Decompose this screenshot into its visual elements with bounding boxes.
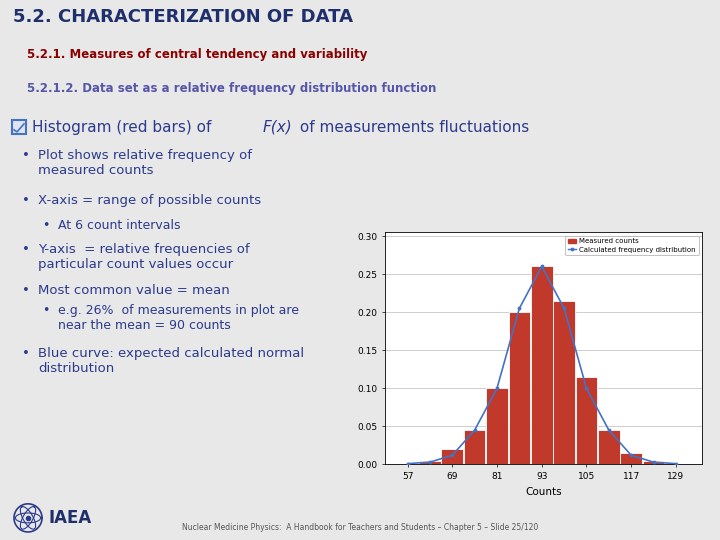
Bar [12, 120, 26, 134]
X-axis label: Counts: Counts [526, 487, 562, 497]
Text: At 6 count intervals: At 6 count intervals [58, 219, 181, 232]
Text: e.g. 26%  of measurements in plot are
near the mean = 90 counts: e.g. 26% of measurements in plot are nea… [58, 304, 299, 332]
Bar [464, 430, 485, 464]
Text: Blue curve: expected calculated normal
distribution: Blue curve: expected calculated normal d… [38, 347, 304, 375]
Text: Histogram (red bars) of: Histogram (red bars) of [32, 120, 216, 135]
Bar [486, 388, 508, 464]
Legend: Measured counts, Calculated frequency distribution: Measured counts, Calculated frequency di… [565, 235, 698, 255]
Bar [643, 461, 665, 464]
Bar [531, 266, 552, 464]
Text: Most common value = mean: Most common value = mean [38, 284, 230, 297]
Text: X-axis = range of possible counts: X-axis = range of possible counts [38, 194, 261, 207]
Text: •: • [22, 284, 30, 297]
Text: •: • [42, 219, 50, 232]
Text: 5.2. CHARACTERIZATION OF DATA: 5.2. CHARACTERIZATION OF DATA [13, 8, 353, 26]
Text: Plot shows relative frequency of
measured counts: Plot shows relative frequency of measure… [38, 149, 252, 177]
Text: •: • [42, 304, 50, 317]
Text: Nuclear Medicine Physics:  A Handbook for Teachers and Students – Chapter 5 – Sl: Nuclear Medicine Physics: A Handbook for… [182, 523, 538, 532]
Text: •: • [22, 347, 30, 360]
Bar [508, 312, 530, 464]
Bar [598, 430, 620, 464]
Text: •: • [22, 194, 30, 207]
Text: •: • [22, 243, 30, 256]
Text: F(x): F(x) [263, 120, 293, 135]
Text: IAEA: IAEA [48, 509, 91, 527]
Bar [621, 453, 642, 464]
Text: Y-axis  = relative frequencies of
particular count values occur: Y-axis = relative frequencies of particu… [38, 243, 250, 271]
Text: •: • [22, 149, 30, 162]
Bar [419, 461, 441, 464]
Text: of measurements fluctuations: of measurements fluctuations [295, 120, 529, 135]
Bar [441, 449, 463, 464]
Text: 5.2.1. Measures of central tendency and variability: 5.2.1. Measures of central tendency and … [27, 48, 368, 61]
Text: 5.2.1.2. Data set as a relative frequency distribution function: 5.2.1.2. Data set as a relative frequenc… [27, 82, 437, 95]
Bar [553, 301, 575, 464]
Bar [576, 377, 598, 464]
